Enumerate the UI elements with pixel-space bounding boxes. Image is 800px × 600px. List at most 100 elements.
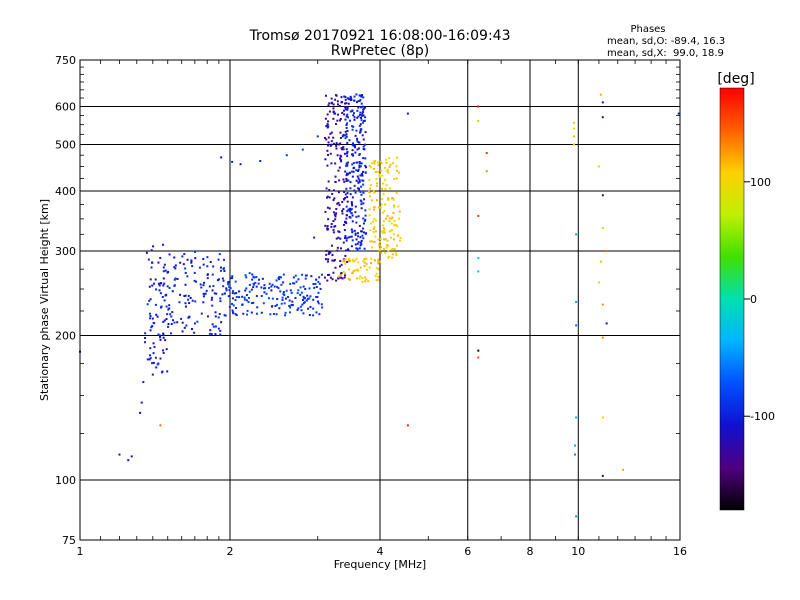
- data-point: [218, 278, 221, 281]
- data-point: [358, 154, 361, 157]
- data-point: [363, 219, 366, 222]
- data-point: [154, 303, 157, 306]
- data-point: [601, 474, 604, 477]
- data-point: [176, 321, 179, 324]
- x-tick-label: 2: [227, 545, 234, 558]
- data-point: [271, 305, 274, 308]
- data-point: [269, 313, 272, 316]
- data-point: [399, 236, 402, 239]
- data-point: [342, 198, 345, 201]
- data-point: [323, 136, 326, 139]
- y-tick-label: 300: [55, 245, 76, 258]
- data-point: [247, 296, 250, 299]
- data-point: [234, 280, 237, 283]
- y-tick-label: 500: [55, 139, 76, 152]
- data-point: [346, 152, 349, 155]
- data-point: [601, 416, 604, 419]
- data-point: [382, 247, 385, 250]
- data-point: [162, 243, 165, 246]
- data-point: [342, 148, 345, 151]
- data-point: [388, 230, 391, 233]
- data-point: [312, 283, 315, 286]
- data-point: [162, 351, 165, 354]
- data-point: [285, 154, 288, 157]
- data-point: [165, 318, 168, 321]
- data-point: [485, 152, 488, 155]
- data-point: [343, 190, 346, 193]
- data-point: [260, 295, 263, 298]
- data-point: [348, 268, 351, 271]
- x-tick-labels: 1 2 4 6 8 10 16: [77, 545, 688, 558]
- data-point: [345, 133, 348, 136]
- data-point: [345, 179, 348, 182]
- data-point: [212, 265, 215, 268]
- data-point: [362, 107, 365, 110]
- data-point: [174, 267, 177, 270]
- data-point: [377, 170, 380, 173]
- data-point: [167, 308, 170, 311]
- data-point: [339, 142, 342, 145]
- data-point: [601, 116, 604, 119]
- data-point: [343, 229, 346, 232]
- data-point: [355, 169, 358, 172]
- data-point: [340, 147, 343, 150]
- data-point: [288, 304, 291, 307]
- data-point: [336, 202, 339, 205]
- data-point: [359, 129, 362, 132]
- data-point: [225, 288, 228, 291]
- data-point: [351, 163, 354, 166]
- data-point: [244, 274, 247, 277]
- data-point: [148, 312, 151, 315]
- data-point: [219, 297, 222, 300]
- data-point: [477, 105, 480, 108]
- data-point: [223, 269, 226, 272]
- stats-heading: Phases: [630, 24, 665, 35]
- data-point: [350, 228, 353, 231]
- data-point: [362, 96, 365, 99]
- data-point: [327, 104, 330, 107]
- data-point: [355, 247, 358, 250]
- data-point: [263, 284, 266, 287]
- data-point: [216, 279, 219, 282]
- chart-subtitle: RwPretec (8p): [331, 43, 429, 59]
- data-point: [335, 147, 338, 150]
- data-point: [346, 108, 349, 111]
- data-point: [275, 313, 278, 316]
- data-point: [363, 120, 366, 123]
- data-point: [328, 110, 331, 113]
- data-point: [344, 262, 347, 265]
- data-point: [324, 94, 327, 97]
- data-point: [330, 222, 333, 225]
- data-point: [364, 106, 367, 109]
- data-point: [336, 100, 339, 103]
- data-point: [353, 184, 356, 187]
- data-point: [245, 299, 248, 302]
- data-point: [352, 167, 355, 170]
- data-point: [344, 170, 347, 173]
- data-point: [187, 298, 190, 301]
- data-point: [332, 110, 335, 113]
- data-point: [362, 231, 365, 234]
- data-point: [231, 309, 234, 312]
- data-point: [364, 276, 367, 279]
- data-point: [220, 156, 223, 159]
- data-point: [333, 258, 336, 261]
- data-point: [206, 277, 209, 280]
- data-point: [326, 228, 329, 231]
- data-point: [330, 143, 333, 146]
- data-point: [389, 163, 392, 166]
- data-point: [357, 168, 360, 171]
- data-point: [347, 116, 350, 119]
- data-point: [373, 259, 376, 262]
- data-point: [375, 272, 378, 275]
- data-point: [362, 183, 365, 186]
- data-point: [353, 229, 356, 232]
- data-point: [232, 312, 235, 315]
- data-point: [328, 207, 331, 210]
- data-point: [379, 206, 382, 209]
- data-point: [335, 94, 338, 97]
- data-point: [151, 261, 154, 264]
- data-point: [152, 352, 155, 355]
- data-point: [364, 171, 367, 174]
- data-point: [250, 302, 253, 305]
